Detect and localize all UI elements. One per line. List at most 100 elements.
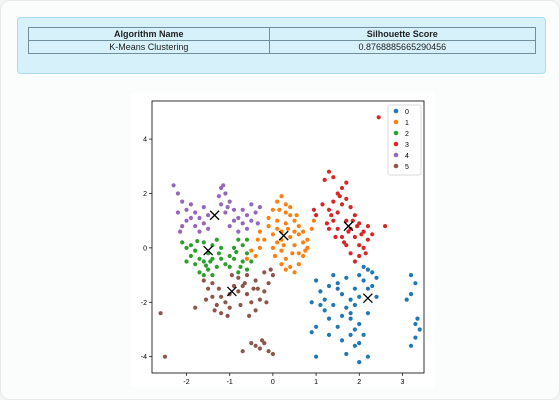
data-point-cluster-0 — [348, 316, 353, 321]
data-point-cluster-5 — [249, 300, 254, 305]
data-point-cluster-2 — [214, 264, 219, 269]
data-point-cluster-2 — [184, 245, 189, 250]
data-point-cluster-1 — [303, 248, 308, 253]
data-point-cluster-5 — [247, 313, 252, 318]
data-point-cluster-4 — [257, 205, 262, 210]
data-point-cluster-0 — [357, 360, 362, 365]
data-point-cluster-5 — [236, 275, 241, 280]
data-point-cluster-0 — [408, 292, 414, 297]
data-point-cluster-1 — [275, 199, 280, 204]
data-point-cluster-1 — [288, 234, 293, 240]
centroid-marker — [343, 221, 354, 232]
data-point-cluster-2 — [244, 237, 250, 242]
data-point-cluster-1 — [296, 232, 301, 237]
data-point-cluster-0 — [339, 338, 345, 343]
data-point-cluster-1 — [283, 210, 288, 215]
data-point-cluster-4 — [184, 218, 189, 223]
data-point-cluster-4 — [240, 221, 245, 226]
data-point-cluster-3 — [322, 177, 327, 182]
legend-label: 3 — [405, 142, 409, 149]
data-point-cluster-3 — [376, 115, 381, 120]
data-point-cluster-4 — [244, 213, 250, 218]
data-point-cluster-3 — [355, 224, 360, 229]
data-point-cluster-3 — [383, 224, 388, 229]
result-table: Algorithm Name Silhouette Score K-Means … — [28, 27, 537, 54]
data-point-cluster-3 — [337, 194, 342, 199]
data-point-cluster-4 — [171, 183, 176, 188]
data-point-cluster-1 — [301, 229, 306, 234]
data-point-cluster-4 — [223, 210, 228, 215]
data-point-cluster-5 — [266, 281, 271, 286]
data-point-cluster-0 — [348, 297, 353, 302]
data-point-cluster-3 — [363, 251, 368, 256]
data-point-cluster-1 — [262, 237, 267, 242]
cell-silhouette-score: 0.8768885665290456 — [268, 40, 537, 54]
data-point-cluster-4 — [201, 221, 206, 226]
data-point-cluster-4 — [206, 226, 211, 231]
data-point-cluster-1 — [279, 194, 284, 199]
data-point-cluster-1 — [277, 207, 282, 212]
data-point-cluster-0 — [408, 343, 414, 348]
data-point-cluster-2 — [240, 243, 245, 248]
data-point-cluster-1 — [253, 253, 258, 259]
y-tick-label: 4 — [143, 137, 147, 144]
legend-marker-3 — [393, 141, 399, 147]
data-point-cluster-0 — [370, 270, 375, 275]
data-point-cluster-3 — [352, 213, 357, 218]
plot-area — [151, 100, 425, 374]
data-point-cluster-2 — [195, 239, 200, 244]
scatter-plot: -2 -1 0 1 2 3 -4 -2 0 2 4 0 1 2 3 4 5 — [141, 100, 425, 386]
data-point-cluster-5 — [268, 267, 273, 272]
centroid-marker — [226, 286, 237, 297]
data-point-cluster-0 — [309, 300, 314, 305]
data-point-cluster-5 — [260, 338, 265, 343]
centroid-marker — [203, 245, 214, 256]
data-point-cluster-1 — [301, 240, 306, 245]
data-point-cluster-5 — [206, 286, 211, 291]
data-point-cluster-1 — [281, 243, 286, 248]
data-point-cluster-3 — [352, 234, 357, 240]
data-point-cluster-2 — [184, 259, 189, 264]
data-point-cluster-3 — [339, 185, 345, 191]
data-point-cluster-2 — [180, 240, 185, 245]
data-point-cluster-3 — [346, 229, 351, 234]
data-point-cluster-2 — [238, 264, 243, 269]
data-point-cluster-3 — [350, 218, 355, 223]
data-point-cluster-2 — [193, 262, 198, 267]
data-point-cluster-0 — [357, 321, 362, 327]
x-tick-label: 2 — [357, 379, 361, 386]
data-point-cluster-0 — [413, 281, 418, 286]
y-tick-label: 0 — [143, 245, 147, 252]
data-point-cluster-1 — [257, 245, 262, 250]
data-point-cluster-0 — [357, 294, 362, 299]
data-point-cluster-3 — [311, 207, 316, 212]
data-point-cluster-5 — [216, 286, 221, 291]
data-point-cluster-4 — [188, 215, 193, 221]
data-point-cluster-0 — [365, 286, 370, 291]
data-point-cluster-1 — [255, 237, 260, 242]
legend-label: 0 — [405, 109, 409, 116]
data-point-cluster-3 — [357, 243, 362, 248]
data-point-cluster-5 — [193, 305, 198, 310]
data-point-cluster-2 — [201, 240, 206, 245]
data-point-cluster-4 — [193, 224, 198, 229]
data-point-cluster-0 — [374, 275, 379, 280]
y-tick-label: 2 — [143, 191, 147, 198]
data-point-cluster-2 — [219, 245, 224, 250]
data-point-cluster-3 — [331, 199, 336, 204]
data-point-cluster-0 — [314, 278, 319, 283]
data-point-cluster-4 — [201, 205, 206, 210]
data-point-cluster-3 — [333, 234, 338, 240]
data-point-cluster-1 — [257, 229, 262, 234]
data-point-cluster-0 — [352, 343, 357, 348]
data-point-cluster-2 — [244, 251, 250, 256]
data-point-cluster-4 — [219, 202, 224, 207]
data-point-cluster-3 — [329, 213, 334, 218]
data-point-cluster-3 — [326, 169, 332, 174]
data-point-cluster-1 — [288, 213, 293, 218]
x-tick-label: 1 — [314, 379, 318, 386]
data-point-cluster-0 — [335, 286, 340, 291]
data-point-cluster-0 — [361, 278, 366, 283]
data-point-cluster-2 — [240, 259, 245, 264]
data-point-cluster-4 — [188, 202, 193, 207]
